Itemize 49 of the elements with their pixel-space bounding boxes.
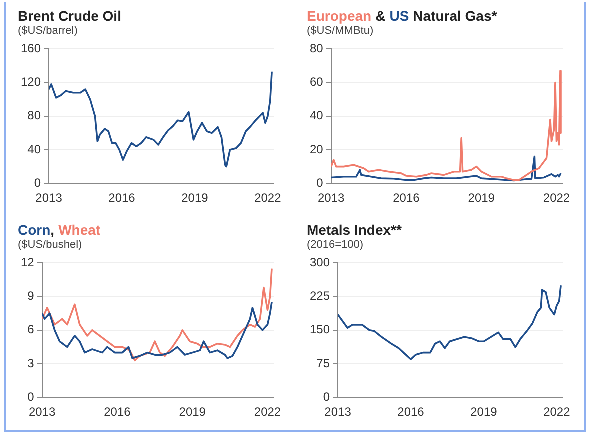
x-tick-label: 2013	[324, 405, 352, 420]
chart-title: Brent Crude Oil	[18, 8, 122, 24]
x-tick-label: 2016	[104, 405, 132, 420]
y-tick-label: 12	[20, 256, 35, 270]
y-tick-label: 0	[316, 176, 324, 190]
x-tick-label: 2016	[393, 191, 420, 206]
y-tick-label: 6	[28, 322, 35, 337]
y-tick-label: 225	[310, 289, 330, 304]
y-tick-label: 150	[310, 322, 330, 337]
y-tick-label: 0	[34, 176, 42, 190]
x-tick-label: 2013	[28, 405, 56, 420]
x-tick-label: 2016	[108, 191, 136, 206]
text: &	[376, 8, 386, 24]
x-tick-label: 2022	[254, 191, 282, 206]
x-tick-label: 2019	[468, 191, 496, 206]
chart-subtitle: ($US/bushel)	[18, 239, 84, 253]
x-tick-label: 2013	[318, 191, 346, 206]
text: Wheat	[58, 222, 101, 238]
y-tick-label: 3	[28, 356, 35, 370]
y-tick-label: 75	[316, 356, 330, 370]
chart-subtitle: (2016=100)	[307, 239, 365, 253]
text: ,	[50, 222, 55, 238]
x-tick-label: 2019	[470, 405, 498, 420]
text: European	[307, 8, 372, 24]
text: Corn	[18, 222, 51, 238]
x-tick-label: 2022	[254, 405, 282, 420]
y-tick-label: 160	[20, 42, 42, 56]
chart-title: Natural Gas*	[413, 8, 498, 24]
x-tick-label: 2013	[36, 191, 63, 206]
x-tick-label: 2022	[543, 191, 570, 206]
chart-subtitle: ($US/barrel)	[18, 25, 79, 39]
y-tick-label: 0	[28, 390, 35, 404]
chart-title: Metals Index**	[307, 222, 402, 238]
y-tick-label: 120	[20, 75, 42, 90]
y-tick-label: 300	[310, 256, 330, 270]
x-tick-label: 2022	[544, 405, 571, 420]
y-tick-label: 40	[28, 142, 42, 156]
y-tick-label: 80	[310, 42, 324, 56]
y-tick-label: 60	[310, 75, 324, 90]
chart-subtitle: ($US/MMBtu)	[307, 25, 375, 39]
y-tick-label: 0	[323, 390, 330, 404]
text: US	[390, 8, 410, 24]
x-tick-label: 2016	[398, 405, 425, 420]
y-tick-label: 40	[310, 108, 324, 123]
y-tick-label: 20	[310, 142, 324, 156]
y-tick-label: 9	[28, 289, 35, 304]
x-tick-label: 2019	[182, 191, 209, 206]
y-tick-label: 80	[28, 108, 42, 123]
x-tick-label: 2019	[179, 405, 206, 420]
